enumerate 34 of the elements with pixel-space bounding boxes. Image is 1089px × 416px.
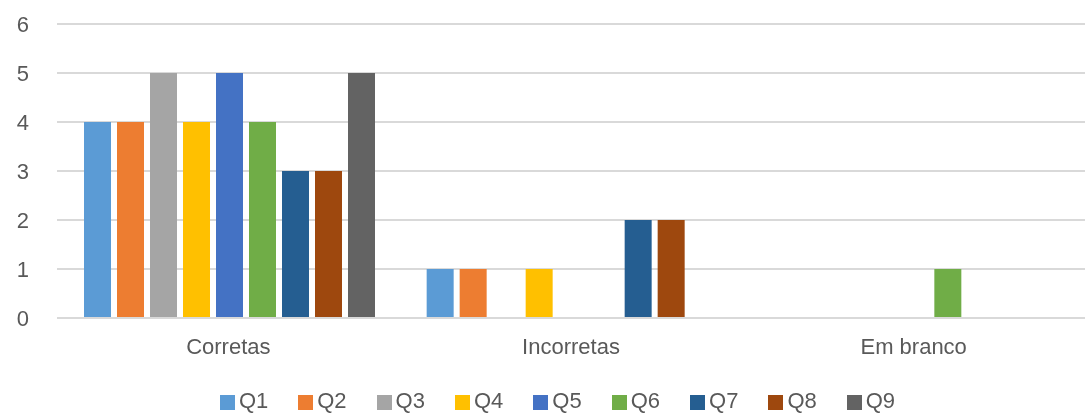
legend-label: Q1 xyxy=(238,388,269,413)
bar xyxy=(934,269,962,318)
y-tick-label: 4 xyxy=(16,109,29,135)
bar xyxy=(150,73,177,318)
bar xyxy=(459,269,487,318)
y-tick-label: 6 xyxy=(16,11,29,37)
x-tick-label: Em branco xyxy=(860,333,967,359)
bar xyxy=(249,122,276,318)
bar xyxy=(183,122,210,318)
bar xyxy=(525,269,553,318)
legend-label: Q5 xyxy=(552,388,582,413)
x-tick-label: Corretas xyxy=(186,333,271,359)
bar xyxy=(624,220,652,318)
x-tick-label: Incorretas xyxy=(522,333,620,359)
bar xyxy=(117,122,144,318)
y-tick-label: 5 xyxy=(16,60,29,86)
bar xyxy=(657,220,685,318)
legend-label: Q6 xyxy=(630,388,661,413)
legend-label: Q8 xyxy=(787,388,817,413)
legend-label: Q4 xyxy=(473,388,504,413)
y-tick-label: 3 xyxy=(16,158,29,184)
y-tick-label: 1 xyxy=(16,256,29,282)
legend-label: Q2 xyxy=(317,388,347,413)
bar xyxy=(315,171,342,318)
bar xyxy=(84,122,111,318)
bar xyxy=(426,269,454,318)
legend-label: Q7 xyxy=(709,388,739,413)
y-tick-label: 0 xyxy=(16,305,29,331)
bar xyxy=(216,73,243,318)
bar xyxy=(348,73,375,318)
legend-label: Q9 xyxy=(865,388,896,413)
bar xyxy=(282,171,309,318)
y-tick-label: 2 xyxy=(16,207,29,233)
legend-label: Q3 xyxy=(395,388,425,413)
